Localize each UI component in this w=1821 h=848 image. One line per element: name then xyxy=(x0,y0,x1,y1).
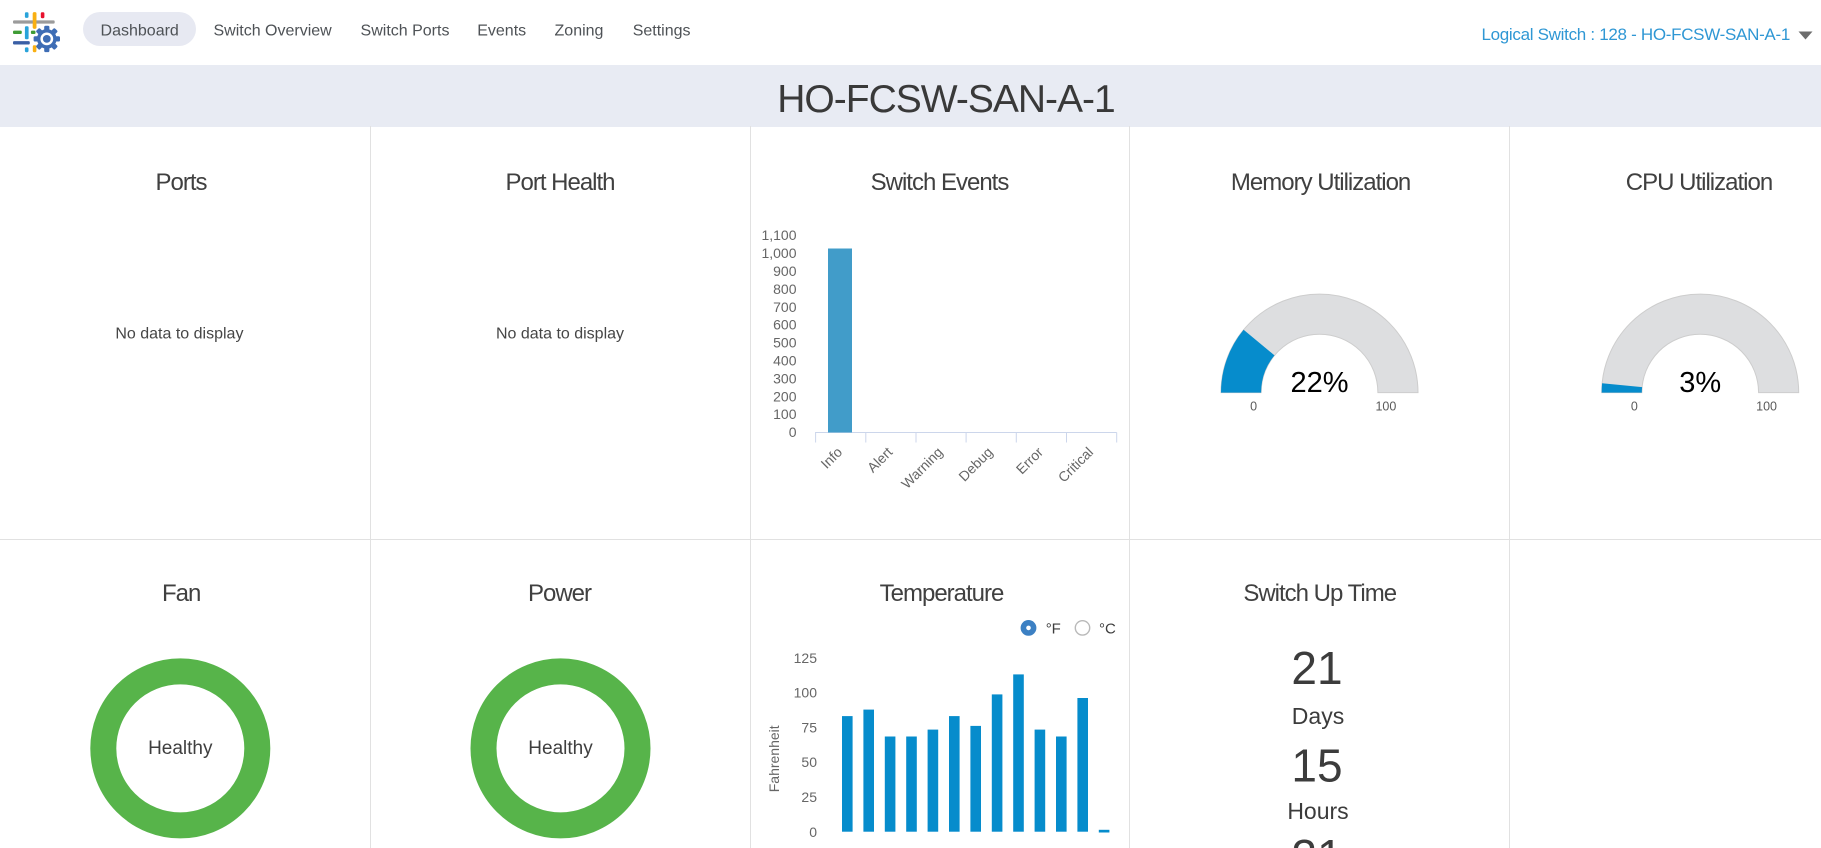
svg-text:3%: 3% xyxy=(1679,367,1721,399)
svg-text:Power: Power xyxy=(528,580,592,607)
svg-text:Settings: Settings xyxy=(633,23,691,40)
svg-text:21: 21 xyxy=(1291,830,1342,848)
svg-text:Zoning: Zoning xyxy=(555,23,604,40)
svg-text:CPU Utilization: CPU Utilization xyxy=(1626,169,1772,196)
svg-text:800: 800 xyxy=(773,281,797,297)
svg-text:0: 0 xyxy=(789,424,797,440)
svg-text:Debug: Debug xyxy=(955,444,995,484)
svg-text:50: 50 xyxy=(801,754,817,770)
svg-text:Days: Days xyxy=(1292,703,1344,729)
svg-text:Switch Overview: Switch Overview xyxy=(213,23,332,40)
svg-text:300: 300 xyxy=(773,370,797,386)
svg-text:Ports: Ports xyxy=(155,169,207,196)
svg-text:25: 25 xyxy=(801,789,817,805)
svg-text:0: 0 xyxy=(1631,400,1638,414)
svg-text:900: 900 xyxy=(773,263,797,279)
svg-text:°F: °F xyxy=(1046,620,1061,637)
svg-text:700: 700 xyxy=(773,299,797,315)
svg-text:Hours: Hours xyxy=(1287,798,1348,824)
svg-text:100: 100 xyxy=(1756,400,1777,414)
svg-text:Healthy: Healthy xyxy=(148,738,213,759)
svg-text:125: 125 xyxy=(794,650,818,666)
svg-text:No data to display: No data to display xyxy=(115,326,243,343)
svg-text:Port Health: Port Health xyxy=(505,169,614,196)
svg-text:21: 21 xyxy=(1291,642,1342,694)
svg-text:1,000: 1,000 xyxy=(761,245,796,261)
svg-text:22%: 22% xyxy=(1290,367,1348,399)
svg-text:HO-FCSW-SAN-A-1: HO-FCSW-SAN-A-1 xyxy=(777,78,1114,121)
svg-text:Warning: Warning xyxy=(898,444,946,492)
svg-text:Healthy: Healthy xyxy=(528,738,593,759)
svg-text:Alert: Alert xyxy=(864,444,896,476)
svg-text:Error: Error xyxy=(1013,444,1047,478)
svg-text:100: 100 xyxy=(1375,400,1396,414)
svg-text:Fan: Fan xyxy=(162,580,200,607)
svg-text:Switch Up Time: Switch Up Time xyxy=(1243,580,1396,607)
svg-text:Info: Info xyxy=(817,444,845,472)
svg-text:1,100: 1,100 xyxy=(761,227,796,243)
svg-text:Logical Switch : 128 - HO-FCSW: Logical Switch : 128 - HO-FCSW-SAN-A-1 xyxy=(1481,25,1790,44)
svg-text:100: 100 xyxy=(773,406,797,422)
svg-text:100: 100 xyxy=(794,685,818,701)
svg-text:75: 75 xyxy=(801,719,817,735)
svg-text:Critical: Critical xyxy=(1055,444,1097,486)
svg-text:200: 200 xyxy=(773,388,797,404)
svg-text:0: 0 xyxy=(1250,400,1257,414)
svg-text:Switch Ports: Switch Ports xyxy=(361,23,450,40)
svg-text:Fahrenheit: Fahrenheit xyxy=(766,725,782,792)
svg-text:°C: °C xyxy=(1099,620,1116,637)
svg-text:15: 15 xyxy=(1291,740,1342,792)
svg-text:Temperature: Temperature xyxy=(880,580,1004,607)
svg-text:500: 500 xyxy=(773,335,797,351)
svg-text:Switch Events: Switch Events xyxy=(871,169,1010,196)
svg-text:No data to display: No data to display xyxy=(496,326,624,343)
svg-text:Memory Utilization: Memory Utilization xyxy=(1231,169,1410,196)
svg-text:400: 400 xyxy=(773,353,797,369)
svg-text:600: 600 xyxy=(773,317,797,333)
svg-text:Events: Events xyxy=(477,23,526,40)
svg-text:Dashboard: Dashboard xyxy=(101,23,179,40)
svg-text:0: 0 xyxy=(809,824,817,840)
